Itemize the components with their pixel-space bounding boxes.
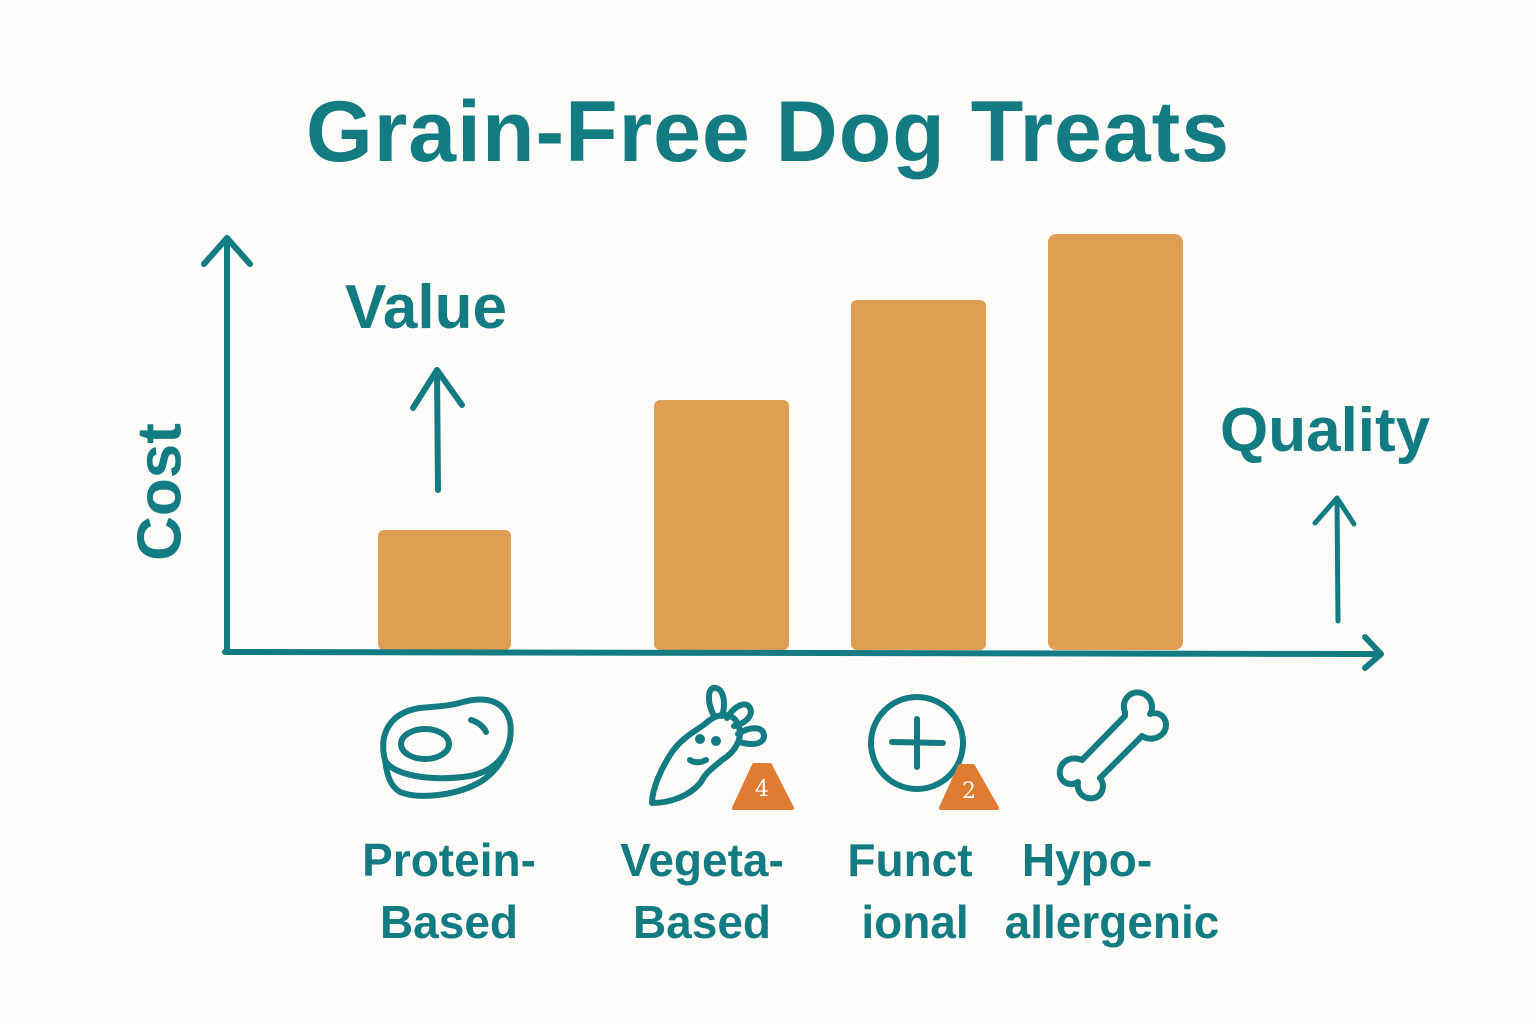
badges	[732, 763, 999, 810]
badge-2-shape	[939, 764, 999, 810]
plus-circle-icon	[868, 694, 966, 792]
bone-icon	[1056, 689, 1170, 802]
value-up-arrow-icon	[410, 367, 465, 493]
category-label-line1: Hypo-	[1021, 834, 1153, 886]
category-label-protein-based: Protein- Based	[362, 829, 536, 953]
quality-up-arrow-icon	[1312, 495, 1357, 624]
x-axis	[222, 649, 1381, 657]
quality-annotation: Quality	[1220, 396, 1431, 465]
category-label-hypoallergenic: Hypo- allergenic	[1005, 829, 1220, 953]
chart-title: Grain-Free Dog Treats	[305, 84, 1231, 180]
category-label-line1: Vegeta-	[620, 834, 784, 886]
steak-icon	[380, 696, 514, 799]
category-label-line2: ional	[861, 896, 969, 948]
x-axis-arrowhead-icon	[1362, 634, 1384, 671]
bar-hypoallergenic	[1048, 234, 1183, 650]
category-label-vegeta-based: Vegeta- Based	[620, 829, 784, 953]
category-label-functional: Funct ional	[847, 829, 972, 953]
y-axis-label: Cost	[125, 423, 195, 561]
badge-functional-count: 2	[962, 779, 976, 804]
bar-protein-based	[378, 530, 511, 650]
category-label-line1: Protein-	[362, 834, 536, 886]
y-axis-arrowhead-icon	[201, 235, 253, 267]
bar-vegeta-based	[654, 400, 789, 650]
badge-vegeta-count: 4	[755, 777, 769, 802]
bar-functional	[851, 300, 986, 650]
category-label-line2: Based	[632, 896, 772, 948]
bars	[378, 234, 1183, 650]
badge-4-shape	[732, 763, 794, 810]
category-label-line2: allergenic	[1004, 896, 1220, 948]
value-annotation: Value	[345, 273, 507, 342]
axes	[201, 235, 1384, 671]
carrot-icon	[649, 684, 767, 806]
category-label-line1: Funct	[847, 834, 973, 886]
category-label-line2: Based	[379, 896, 519, 948]
